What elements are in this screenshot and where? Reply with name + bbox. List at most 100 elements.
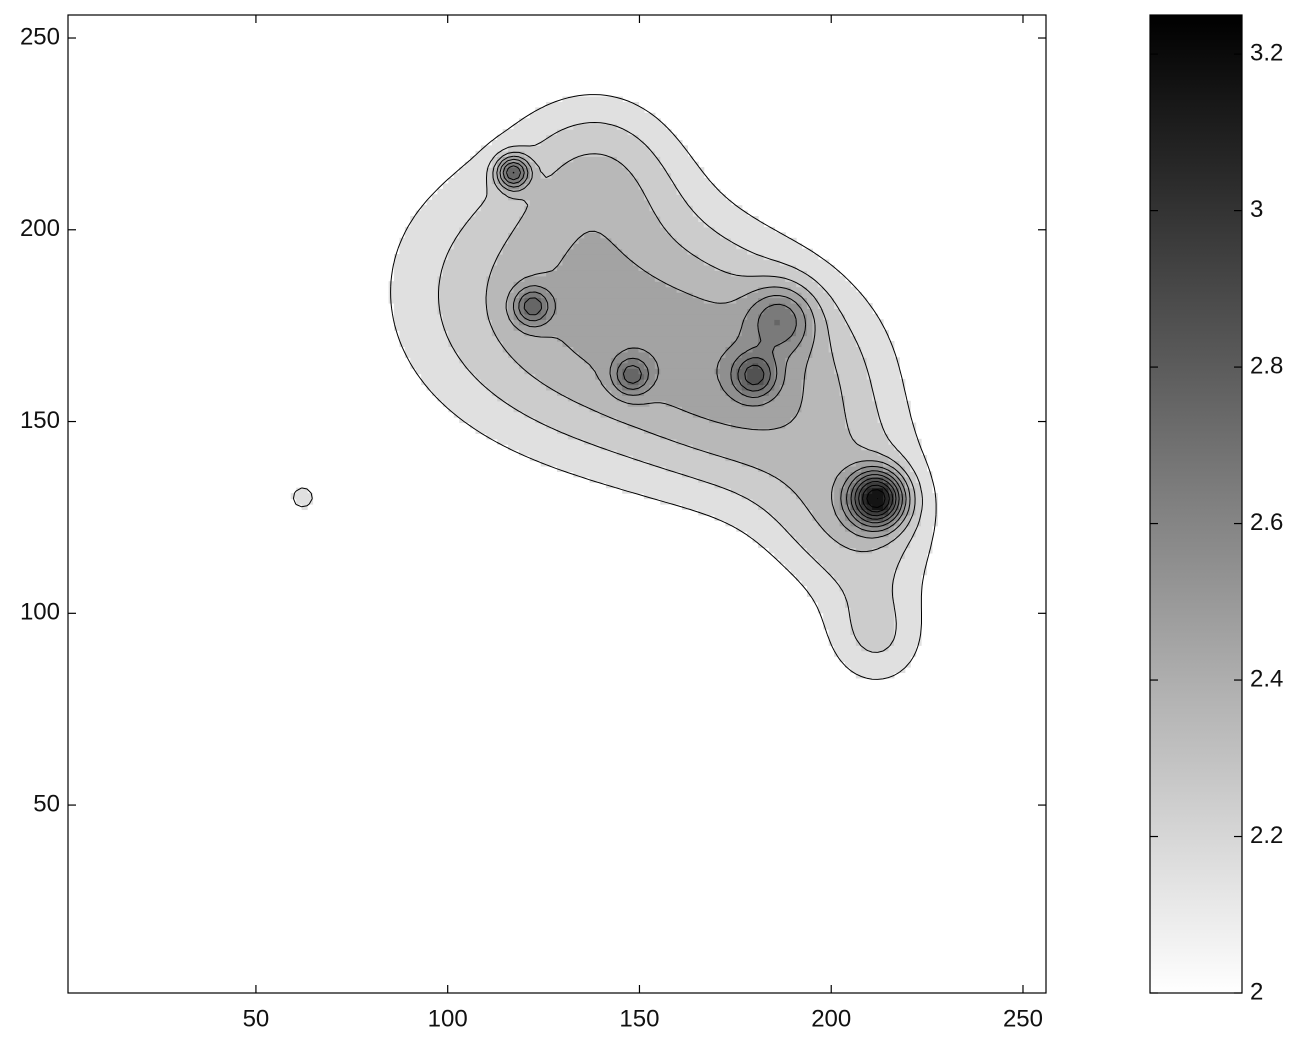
contour-band: [921, 504, 938, 511]
contour-band: [540, 297, 547, 304]
contour-band: [806, 270, 841, 277]
contour-band: [817, 297, 835, 304]
contour-band: [616, 368, 623, 375]
contour-band: [524, 161, 531, 168]
contour-band: [660, 156, 694, 163]
contour-band: [524, 275, 656, 282]
contour-band: [611, 357, 629, 364]
contour-band: [834, 482, 846, 489]
contour-band: [605, 384, 618, 391]
contour-band: [839, 493, 846, 500]
contour-band: [681, 471, 770, 478]
contour-band: [616, 156, 661, 163]
contour-band: [524, 302, 542, 309]
contour-band: [844, 395, 873, 402]
contour-band: [741, 351, 775, 358]
contour-band: [518, 297, 525, 304]
contour-band: [758, 542, 803, 549]
contour-band: [915, 509, 922, 516]
contour-band: [861, 482, 868, 489]
contour-band: [491, 324, 515, 331]
contour-band: [627, 379, 640, 386]
contour-band: [432, 194, 487, 201]
contour-band: [720, 232, 786, 239]
contour-band: [643, 188, 678, 195]
contour-band: [883, 493, 890, 500]
contour-band: [714, 368, 732, 375]
contour-band: [904, 487, 911, 494]
contour-band: [812, 514, 841, 521]
contour-band: [801, 379, 841, 386]
colorbar-tick-label: 2.2: [1250, 822, 1283, 849]
contour-band: [828, 628, 851, 635]
contour-band: [888, 487, 895, 494]
contour-band: [796, 574, 835, 581]
contour-band: [877, 449, 900, 456]
contour-band: [502, 167, 509, 174]
contour-band: [844, 476, 857, 483]
contour-band: [480, 205, 525, 212]
contour-band: [866, 504, 873, 511]
contour-band: [844, 417, 879, 424]
contour-band: [806, 297, 819, 304]
contour-band: [654, 362, 721, 369]
contour-band: [741, 389, 770, 396]
contour-band: [660, 221, 705, 228]
contour-band: [893, 487, 900, 494]
contour-band: [888, 504, 895, 511]
contour-band: [557, 129, 629, 136]
contour-band: [410, 357, 460, 364]
contour-band: [844, 493, 851, 500]
contour-band: [508, 444, 602, 451]
contour-band: [470, 368, 525, 375]
contour-band: [573, 123, 618, 130]
contour-band: [850, 482, 857, 489]
contour-band: [801, 389, 841, 396]
contour-band: [736, 525, 786, 532]
contour-band: [921, 482, 933, 489]
contour-band: [850, 667, 906, 674]
contour-band: [861, 645, 890, 652]
contour-band: [883, 514, 890, 521]
contour-band: [513, 302, 520, 309]
contour-band: [720, 362, 732, 369]
contour-band: [883, 460, 900, 467]
contour-band: [888, 542, 911, 549]
contour-band: [665, 400, 743, 407]
contour-band: [758, 297, 792, 304]
contour-band: [785, 525, 824, 532]
contour-band: [394, 254, 449, 261]
contour-band: [747, 379, 765, 386]
contour-band: [665, 465, 759, 472]
contour-band: [410, 362, 466, 369]
contour-band: [448, 254, 498, 261]
contour-band: [692, 205, 743, 212]
contour-band: [546, 319, 743, 326]
contour-band: [823, 308, 841, 315]
contour-band: [703, 221, 765, 228]
contour-band: [823, 525, 846, 532]
contour-band: [758, 330, 797, 337]
contour-band: [720, 373, 732, 380]
contour-band: [388, 286, 439, 293]
contour-band: [817, 281, 851, 288]
contour-band: [768, 302, 786, 309]
contour-band: [758, 341, 781, 348]
contour-band: [861, 487, 868, 494]
contour-band: [915, 504, 922, 511]
contour-band: [904, 525, 917, 532]
contour-band: [834, 487, 841, 494]
contour-band: [497, 183, 504, 190]
contour-band: [557, 264, 640, 271]
contour-band: [616, 123, 667, 130]
contour-band: [774, 351, 792, 358]
contour-band: [557, 308, 748, 315]
contour-band: [893, 509, 900, 516]
contour-band: [638, 264, 716, 271]
contour-band: [844, 411, 879, 418]
contour-band: [611, 368, 618, 375]
contour-band: [834, 368, 868, 375]
contour-band: [491, 167, 498, 174]
contour-band: [844, 601, 895, 608]
contour-band: [866, 498, 884, 505]
